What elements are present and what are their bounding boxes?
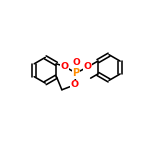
Text: O: O bbox=[60, 62, 69, 71]
Text: P: P bbox=[73, 68, 79, 78]
Text: O: O bbox=[84, 62, 92, 71]
Text: O: O bbox=[71, 80, 79, 89]
Text: O: O bbox=[72, 58, 80, 67]
